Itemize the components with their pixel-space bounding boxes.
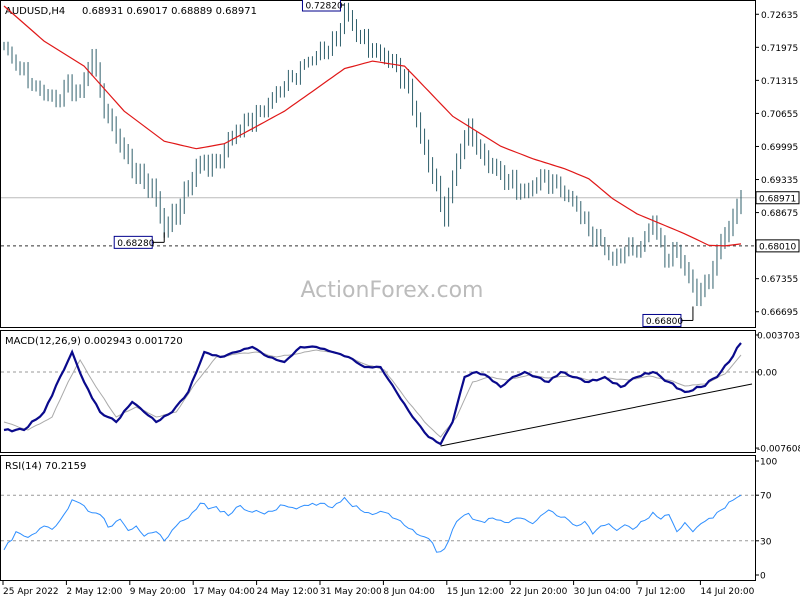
time-tick-label: 24 May 12:00 [257, 587, 319, 597]
time-tick-label: 22 Jun 20:00 [510, 587, 567, 597]
rsi-label: RSI(14) 70.2159 [5, 461, 86, 472]
watermark: ActionForex.com [301, 278, 484, 303]
macd-signal-line [3, 349, 742, 438]
time-tick-label: 7 Jul 12:00 [637, 587, 686, 597]
current-price-label: 0.68971 [759, 194, 796, 204]
macd-panel-frame [0, 330, 756, 453]
symbol-label: AUDUSD,H4 [5, 6, 65, 17]
ma-line [3, 5, 742, 247]
rsi-tick-label: 0 [760, 572, 766, 582]
level-price-label: 0.68010 [759, 242, 796, 252]
price-panel-frame [0, 0, 756, 328]
annotation-label: 0.72820 [305, 2, 342, 12]
moving-average [3, 5, 742, 247]
ohlc-label: 0.68931 0.69017 0.68889 0.68971 [82, 6, 257, 17]
time-tick-label: 15 Jun 12:00 [447, 587, 504, 597]
time-tick-label: 9 May 20:00 [130, 587, 186, 597]
price-tick-label: 0.67355 [761, 275, 798, 285]
annotation-label: 0.66800 [646, 317, 683, 327]
price-tick-label: 0.69995 [761, 143, 798, 153]
price-tick-label: 0.70655 [761, 110, 798, 120]
price-tick-label: 0.68675 [761, 209, 798, 219]
time-tick-label: 2 May 12:00 [66, 587, 122, 597]
macd-lines [3, 342, 753, 447]
macd-axis: 0.003703 0.00 -0.007608 [1, 331, 800, 455]
time-axis: 25 Apr 2022 2 May 12:00 9 May 20:00 17 May … [2, 581, 755, 597]
price-tick-label: 0.69335 [761, 176, 798, 186]
time-tick-label: 8 Jun 04:00 [383, 587, 435, 597]
annotation-box [642, 313, 682, 327]
annotation-label: 0.68280 [117, 239, 154, 249]
price-reference-lines: 0.68971 0.68010 [1, 191, 800, 253]
macd-tick-label: 0.003703 [757, 331, 800, 341]
time-tick-label: 30 Jun 04:00 [574, 587, 631, 597]
price-tick-label: 0.71975 [761, 44, 798, 54]
level-price-box [755, 239, 800, 253]
rsi-tick-label: 30 [760, 537, 772, 547]
time-tick-label: 14 Jul 20:00 [700, 587, 754, 597]
price-tick-label: 0.71315 [761, 77, 798, 87]
rsi-panel-frame [0, 455, 756, 581]
annotation-box [301, 0, 341, 12]
time-tick-label: 25 Apr 2022 [3, 587, 59, 597]
price-bars [3, 2, 742, 307]
current-price-box [755, 191, 800, 205]
rsi-line [3, 494, 742, 553]
price-tick-label: 0.66695 [761, 308, 798, 318]
macd-label: MACD(12,26,9) 0.002943 0.001720 [5, 336, 183, 347]
rsi-line [3, 494, 742, 553]
annotation-box [113, 235, 153, 249]
time-tick-label: 17 May 04:00 [193, 587, 255, 597]
macd-tick-label: -0.007608 [757, 445, 800, 455]
time-tick-label: 31 May 20:00 [320, 587, 382, 597]
price-annotations: 0.72820 0.68280 0.66800 [113, 0, 694, 327]
macd-trendline [440, 383, 753, 447]
price-axis: 0.72635 0.71975 0.71315 0.70655 0.69995 0.693… [755, 11, 798, 318]
rsi-axis: 100 70 30 0 [1, 458, 777, 582]
macd-main-line [3, 342, 742, 446]
rsi-tick-label: 100 [760, 458, 777, 468]
macd-tick-label: 0.00 [757, 369, 777, 379]
rsi-tick-label: 70 [760, 492, 772, 502]
price-tick-label: 0.72635 [761, 11, 798, 21]
